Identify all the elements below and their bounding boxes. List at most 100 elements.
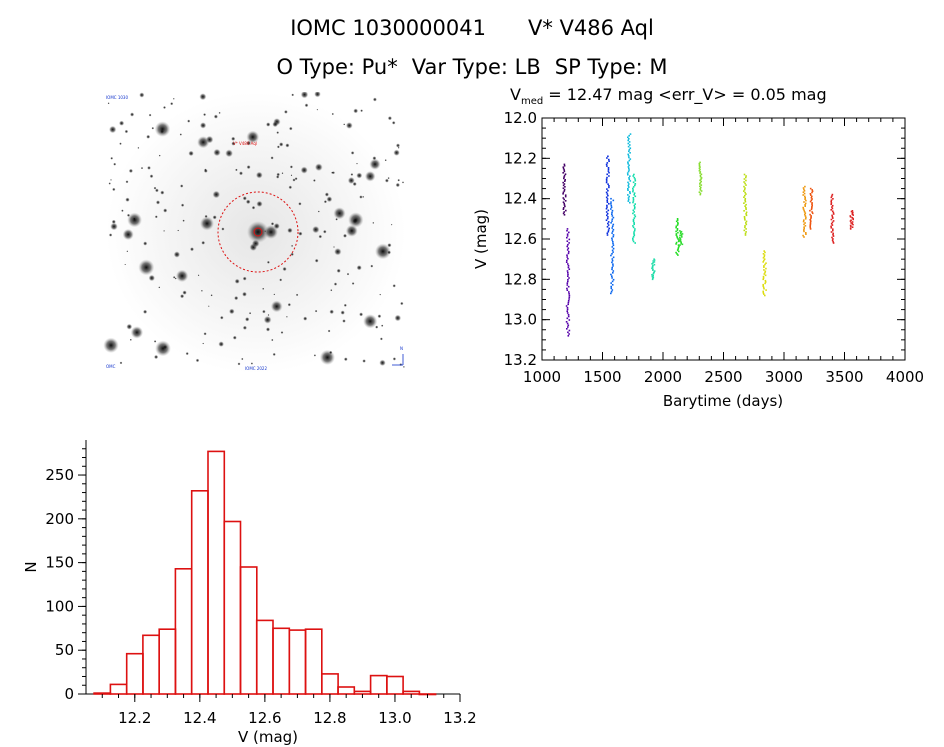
histogram-bar [93,692,112,695]
light-curve-point [831,239,834,242]
light-curve-point [606,165,608,167]
finder-star [112,187,116,192]
histogram-xlabel: V (mag) [238,728,298,745]
light-curve-point [608,203,610,205]
finder-star [282,266,287,272]
light-curve-point [698,162,701,165]
light-curve-point [634,183,637,185]
light-curve-point [568,242,570,244]
light-curve-point [633,217,636,219]
light-curve-point [803,192,806,195]
light-curve-point [628,164,630,167]
light-curve-point [611,209,614,212]
light-curve-point [566,228,569,230]
light-curve-point [628,141,631,143]
object-type: O Type: Pu* [276,55,398,79]
light-curve-point [677,248,679,250]
light-curve-point [627,181,629,184]
finder-star [329,350,333,355]
finder-star [369,158,381,170]
finder-star [213,114,218,119]
light-curve-point [566,317,569,320]
light-curve-point [830,225,832,228]
light-curve-point [628,134,630,137]
finder-star [280,331,284,334]
finder-star [208,305,210,307]
finder-star [109,125,117,134]
light-curve-point [633,214,636,216]
light-curve-point [611,246,614,248]
light-curve-point [566,249,569,251]
light-curve-point [632,237,634,240]
light-curve-point [762,253,765,255]
finder-star [137,146,140,149]
light-curve-point [743,229,746,232]
light-curve-point [629,144,631,146]
light-curve-point [675,251,677,254]
light-curve-point [632,220,635,222]
target-circle [217,191,299,273]
light-curve-point [562,212,565,215]
light-curve-point [608,175,610,177]
light-curve-point [811,202,813,204]
light-curve-point [563,204,566,206]
light-curve-point [632,187,634,190]
y-tick-label: 12.8 [504,270,537,288]
light-curve-point [763,266,765,268]
finder-star [375,243,391,260]
light-curve-point [764,271,766,274]
light-curve-point [744,200,747,203]
finder-star [234,296,239,301]
finder-star [379,337,383,341]
light-curve-point [831,210,834,212]
finder-star [245,317,250,322]
light-curve-point [763,293,765,295]
light-curve-point [762,285,764,287]
light-curve-point [743,178,746,180]
finder-star [340,310,345,315]
finder-star [163,106,166,109]
light-curve-point [679,230,681,232]
finder-star [241,357,244,361]
light-curve-point [764,281,767,283]
finder-star [350,173,354,176]
light-curve-point [810,208,813,211]
histogram-bar [223,520,242,695]
light-curve-point [744,191,746,194]
finder-star [395,182,400,188]
finder-star [221,227,225,231]
light-curve-point [678,239,680,241]
finder-star [298,231,303,236]
light-curve-point [611,280,614,283]
light-curve-point [764,263,766,266]
finder-star [381,324,384,327]
light-curve-point [566,270,569,272]
light-curve-point [611,277,613,279]
light-curve-point [566,245,568,248]
light-curve-point [612,216,615,219]
light-curve-point [802,206,804,209]
light-curve-point [698,191,701,193]
light-curve-point [567,273,569,276]
finder-star [251,205,256,210]
light-curve-point [632,239,634,241]
finder-star [387,177,390,180]
light-curve-point [634,228,636,230]
light-curve-point [634,203,636,205]
histogram-bar [158,628,177,695]
light-curve-point [809,225,811,228]
light-curve-point [745,214,748,217]
light-curve-point [632,240,635,243]
light-curve-point [565,305,568,307]
light-curve-point [567,285,570,288]
finder-star [264,225,278,239]
light-curve-point [607,170,610,172]
light-curve-point [632,186,635,188]
finder-star [182,290,187,295]
light-curve-point [680,233,683,236]
finder-star [195,358,200,363]
y-tick-label: 200 [45,510,74,528]
light-curve-point [567,335,570,337]
light-curve-point [612,263,614,265]
light-curve-point [566,322,569,325]
